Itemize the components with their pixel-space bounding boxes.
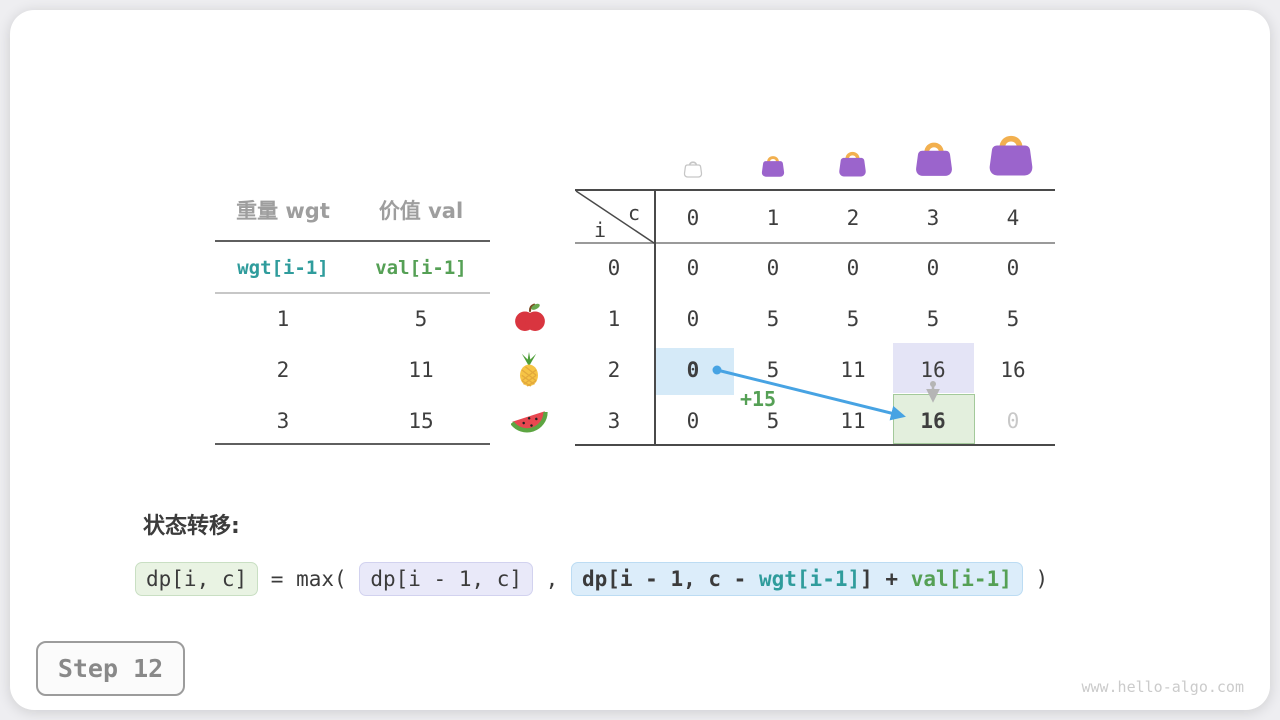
formula-arg-take: dp[i - 1, c - wgt[i-1]] + val[i-1] <box>570 562 1023 596</box>
dp-col-header: 3 <box>926 206 940 230</box>
item-value: 15 <box>408 409 434 433</box>
item-value: 5 <box>414 307 428 331</box>
dp-cell: 0 <box>686 307 700 331</box>
item-weight: 1 <box>276 307 290 331</box>
state-transition-formula: dp[i, c] = max( dp[i - 1, c] , dp[i - 1,… <box>135 562 1048 596</box>
bag-capacity-0-icon <box>683 161 703 178</box>
bag-capacity-4-icon <box>989 135 1033 176</box>
corner-col-axis-label: c <box>627 201 641 225</box>
dp-cell: 5 <box>766 358 780 382</box>
corner-row-axis-label: i <box>593 218 607 242</box>
formula-arg-take-mid: ] + <box>860 567 911 591</box>
dp-cell: 0 <box>846 256 860 280</box>
formula-equals-max: = max( <box>258 567 360 591</box>
formula-arg-skip: dp[i - 1, c] <box>359 562 534 596</box>
formula-lhs: dp[i, c] <box>135 562 259 596</box>
dp-cell: 16 <box>1000 358 1026 382</box>
dp-cell: 5 <box>926 307 940 331</box>
dp-table-vertical-rule <box>654 189 656 446</box>
dp-cell-pending: 0 <box>1006 409 1020 433</box>
dp-cell: 0 <box>686 409 700 433</box>
items-sub-header-wgt: wgt[i-1] <box>237 257 329 279</box>
gain-annotation: +15 <box>739 387 777 411</box>
pineapple-icon <box>520 351 538 387</box>
dp-cell-take-source: 0 <box>686 358 700 382</box>
items-table-bottom-rule <box>215 443 490 445</box>
dp-col-header: 1 <box>766 206 780 230</box>
dp-table-header-rule <box>575 242 1055 244</box>
items-sub-header-val: val[i-1] <box>375 257 467 279</box>
watermelon-icon <box>511 411 548 433</box>
dp-cell-target: 16 <box>920 409 946 433</box>
dp-col-header: 0 <box>686 206 700 230</box>
state-transition-heading: 状态转移: <box>143 514 240 539</box>
bag-capacity-1-icon <box>761 156 785 177</box>
dp-cell: 5 <box>846 307 860 331</box>
items-table-top-rule <box>215 240 490 242</box>
dp-row-header: 1 <box>607 307 621 331</box>
apple-icon <box>515 303 545 332</box>
dp-table-top-rule <box>575 189 1055 191</box>
site-watermark: www.hello-algo.com <box>1081 678 1244 696</box>
dp-cell: 5 <box>1006 307 1020 331</box>
dp-cell: 0 <box>926 256 940 280</box>
items-col-header-value: 价值 val <box>378 199 464 223</box>
dp-col-header: 4 <box>1006 206 1020 230</box>
items-table-mid-rule <box>215 292 490 294</box>
formula-arg-take-prefix: dp[i - 1, c - <box>581 567 759 591</box>
dp-col-header: 2 <box>846 206 860 230</box>
dp-cell: 0 <box>686 256 700 280</box>
dp-cell: 11 <box>840 409 866 433</box>
dp-cell: 5 <box>766 307 780 331</box>
item-value: 11 <box>408 358 434 382</box>
dp-row-header: 2 <box>607 358 621 382</box>
formula-close-paren: ) <box>1022 567 1049 591</box>
items-col-header-weight: 重量 wgt <box>236 199 330 223</box>
bag-capacity-2-icon <box>839 151 866 177</box>
bag-capacity-3-icon <box>916 142 952 176</box>
dp-cell: 0 <box>1006 256 1020 280</box>
item-weight: 3 <box>276 409 290 433</box>
dp-table-bottom-rule <box>575 444 1055 446</box>
formula-wgt-term: wgt[i-1] <box>758 567 861 591</box>
dp-row-header: 3 <box>607 409 621 433</box>
dp-cell: 0 <box>766 256 780 280</box>
dp-cell: 5 <box>766 409 780 433</box>
dp-row-header: 0 <box>607 256 621 280</box>
dp-cell: 11 <box>840 358 866 382</box>
step-badge: Step 12 <box>36 641 185 696</box>
dp-cell-skip-source: 16 <box>920 358 946 382</box>
formula-val-term: val[i-1] <box>910 567 1012 591</box>
item-weight: 2 <box>276 358 290 382</box>
formula-comma: , <box>533 567 571 591</box>
